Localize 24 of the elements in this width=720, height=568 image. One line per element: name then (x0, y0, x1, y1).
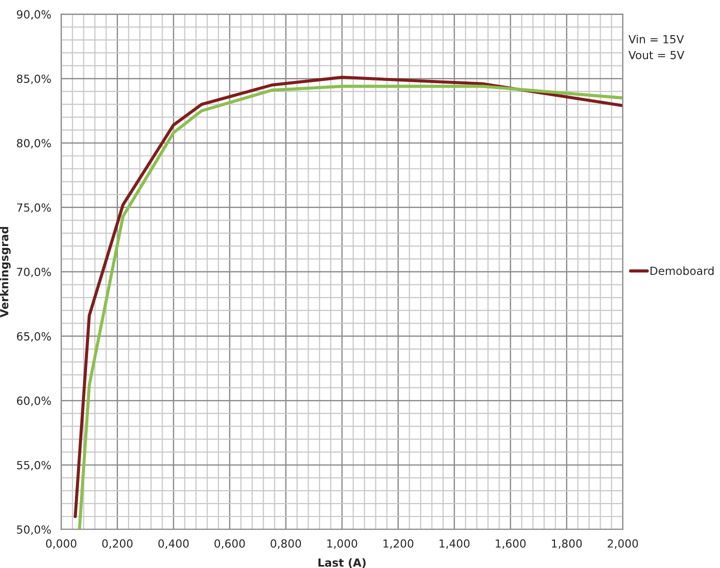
x-tick-label: 1,000 (327, 539, 358, 549)
x-tick-label: 1,200 (383, 539, 414, 549)
x-tick-label: 1,800 (552, 539, 582, 549)
y-tick-label: 60,0% (16, 396, 51, 406)
y-tick-label: 85,0% (16, 74, 51, 84)
y-axis-title: Verkningsgrad (0, 226, 11, 318)
y-tick-label: 75,0% (17, 203, 51, 213)
y-tick-label: 80,0% (16, 138, 51, 149)
y-tick-label: 90,0% (16, 10, 51, 20)
x-tick-label: 0,800 (270, 539, 302, 549)
text: Vin = 15V Vout = 5V (628, 34, 684, 60)
x-tick-label: 0,400 (158, 539, 189, 549)
x-tick-label: 0,600 (214, 539, 245, 549)
x-tick-label: 1,600 (496, 539, 526, 549)
x-axis-title: Last (A) (318, 558, 366, 568)
x-tick-label: 2,000 (608, 539, 638, 549)
y-tick-label: 70,0% (17, 268, 51, 278)
y-tick-label: 55,0% (17, 460, 51, 470)
x-tick-label: 0,000 (46, 539, 76, 549)
x-tick-label: 1,400 (440, 539, 470, 549)
legend-label: Demoboard (650, 266, 714, 276)
y-tick-label: 65,0% (16, 332, 51, 342)
y-tick-label: 50,0% (17, 525, 51, 535)
x-tick-label: 0,200 (102, 539, 133, 549)
